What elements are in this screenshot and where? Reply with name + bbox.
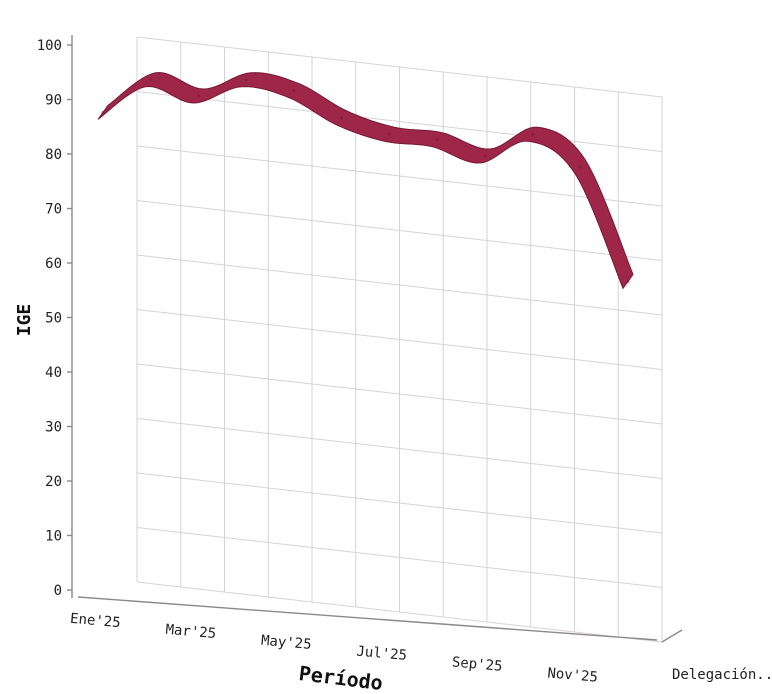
series-point <box>531 132 535 136</box>
x-tick-label: Jul'25 <box>356 644 408 664</box>
z-axis-line <box>661 629 683 643</box>
series-point <box>196 94 200 98</box>
series-point <box>435 138 439 142</box>
y-tick-label: 0 <box>54 583 62 599</box>
x-axis-line <box>77 596 658 641</box>
grid <box>136 36 663 643</box>
y-tick-label: 100 <box>37 38 62 54</box>
x-tick-label: Ene'25 <box>69 611 121 631</box>
y-tick-label: 40 <box>45 365 62 381</box>
y-tick-label: 50 <box>45 311 62 327</box>
y-tick-label: 10 <box>45 529 62 545</box>
series-point <box>292 89 296 93</box>
ribbon-series <box>97 71 634 290</box>
series-point <box>340 116 344 120</box>
x-tick-label: Nov'25 <box>547 665 599 685</box>
y-tick-label: 20 <box>45 474 62 490</box>
series-point <box>149 78 153 82</box>
x-tick-label: May'25 <box>260 633 312 653</box>
series-point <box>483 154 487 158</box>
x-tick-labels: Ene'25 Mar'25 May'25 Jul'25 Sep'25 Nov'25 <box>69 611 598 686</box>
x-axis-title: Período <box>298 661 385 694</box>
z-tick-labels: Delegación... <box>672 667 772 683</box>
x-tick-label: Mar'25 <box>165 622 217 642</box>
series-point <box>101 110 105 114</box>
series-point <box>244 78 248 82</box>
y-tick-label: 70 <box>45 202 62 218</box>
series-point <box>578 165 582 169</box>
y-axis-title: IGE <box>14 304 35 337</box>
z-tick-label: Delegación... <box>672 667 772 683</box>
axes <box>67 35 683 643</box>
y-tick-label: 90 <box>45 93 62 109</box>
series-point <box>387 132 391 136</box>
y-tick-labels: 0 10 20 30 40 50 60 70 80 90 100 <box>37 38 62 599</box>
series-ribbon <box>97 71 634 290</box>
x-tick-label: Sep'25 <box>451 654 503 674</box>
series-point <box>626 279 630 283</box>
y-tick-label: 80 <box>45 147 62 163</box>
y-tick-label: 60 <box>45 256 62 272</box>
y-tick-label: 30 <box>45 420 62 436</box>
